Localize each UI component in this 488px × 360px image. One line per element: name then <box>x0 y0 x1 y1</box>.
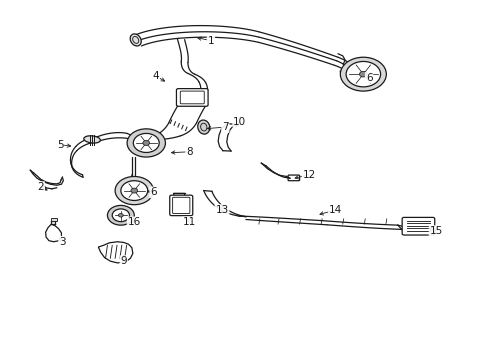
Circle shape <box>127 129 165 157</box>
Circle shape <box>115 176 153 205</box>
FancyBboxPatch shape <box>169 195 192 216</box>
Circle shape <box>107 206 134 225</box>
Circle shape <box>340 57 386 91</box>
Text: 2: 2 <box>38 182 44 192</box>
Circle shape <box>133 134 159 153</box>
Text: 11: 11 <box>183 217 196 227</box>
Text: 4: 4 <box>152 71 159 81</box>
Text: 16: 16 <box>127 217 141 227</box>
Text: 14: 14 <box>328 205 342 215</box>
Polygon shape <box>98 242 133 263</box>
Circle shape <box>346 62 380 87</box>
Circle shape <box>112 209 129 222</box>
Text: 8: 8 <box>186 147 192 157</box>
Ellipse shape <box>197 120 209 134</box>
Ellipse shape <box>83 136 100 143</box>
Text: 6: 6 <box>150 187 157 197</box>
FancyBboxPatch shape <box>176 89 208 106</box>
Text: 7: 7 <box>222 122 228 132</box>
Text: 12: 12 <box>302 170 315 180</box>
Text: 3: 3 <box>59 237 65 247</box>
Circle shape <box>121 181 147 201</box>
Circle shape <box>131 188 137 193</box>
Bar <box>51 219 57 221</box>
Text: 6: 6 <box>365 73 372 83</box>
Circle shape <box>118 213 123 217</box>
Text: 9: 9 <box>120 256 127 266</box>
Text: 1: 1 <box>207 36 214 46</box>
Text: 5: 5 <box>57 140 63 150</box>
Text: 15: 15 <box>428 226 442 236</box>
FancyBboxPatch shape <box>401 217 434 235</box>
Text: 10: 10 <box>233 117 246 127</box>
Text: 13: 13 <box>215 205 228 215</box>
Circle shape <box>142 140 149 145</box>
Ellipse shape <box>130 34 141 46</box>
Circle shape <box>359 71 366 77</box>
